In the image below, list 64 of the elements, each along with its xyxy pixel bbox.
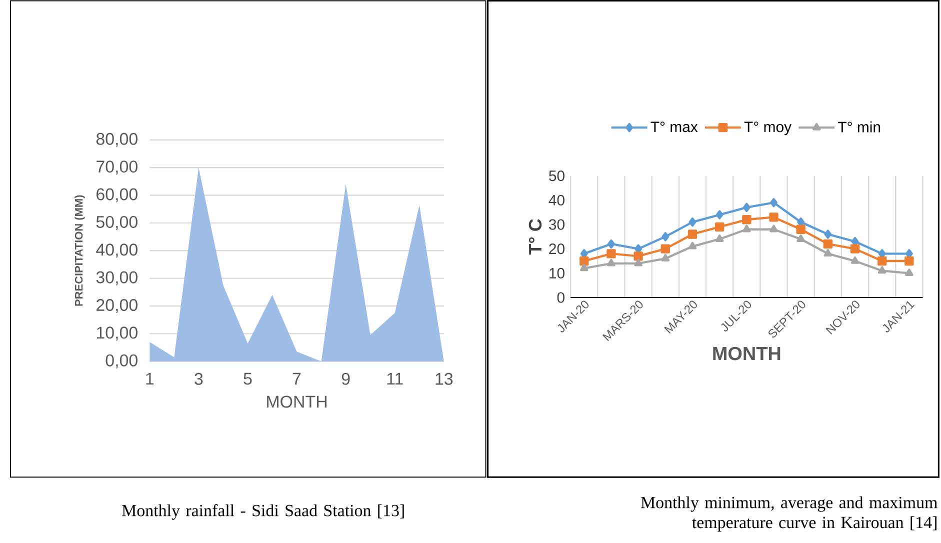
x-axis-title: MONTH — [713, 346, 780, 360]
point — [878, 266, 886, 274]
y-tick-label: 0,00 — [106, 354, 138, 368]
point — [607, 258, 616, 266]
point — [580, 264, 588, 272]
point — [688, 218, 696, 227]
x-axis-title: MONTH — [267, 396, 326, 408]
point — [850, 244, 860, 254]
y-tick-label: 0 — [557, 292, 564, 303]
point — [688, 230, 698, 239]
point — [688, 242, 697, 250]
text: Monthly rainfall - Sidi Saad Station [13] — [122, 504, 404, 520]
x-tick-label: 9 — [342, 372, 350, 385]
y-tick-label: 50,00 — [96, 216, 138, 230]
point — [608, 239, 615, 249]
text: Monthly minimum, average and maximum temperature curve in Kairouan [14] — [640, 496, 938, 532]
point — [823, 239, 833, 249]
point — [715, 234, 724, 242]
y-axis-title: T° C — [528, 219, 542, 255]
y-tick-label: 30,00 — [96, 271, 138, 286]
point — [904, 256, 914, 266]
y-tick-label: 20,00 — [96, 299, 138, 314]
point — [796, 224, 806, 234]
y-tick-label: 60,00 — [96, 188, 138, 202]
y-tick-label: 40,00 — [96, 244, 138, 258]
point — [769, 212, 778, 222]
x-tick-label: 5 — [244, 372, 252, 385]
point — [742, 215, 752, 224]
y-tick-label: 20 — [549, 244, 564, 254]
point — [662, 232, 670, 242]
point — [850, 256, 860, 264]
point — [770, 224, 778, 232]
y-tick-label: 10,00 — [96, 326, 138, 341]
legend-label: T° moy — [744, 122, 792, 136]
point — [660, 244, 670, 254]
point — [580, 256, 589, 266]
point — [716, 210, 724, 220]
point — [742, 202, 750, 212]
x-tick-label: 7 — [292, 372, 301, 385]
point — [742, 224, 751, 232]
x-tick-label: 13 — [436, 372, 453, 385]
y-tick-label: 40 — [548, 194, 564, 206]
y-tick-label: 70,00 — [96, 160, 138, 175]
legend-label: T° min — [838, 121, 880, 132]
x-tick-label: 1 — [146, 372, 154, 385]
point — [878, 256, 887, 266]
point — [824, 230, 832, 239]
point — [606, 249, 616, 258]
y-tick-label: 50 — [549, 170, 564, 182]
point — [770, 198, 778, 208]
point — [634, 258, 642, 266]
point — [714, 222, 724, 232]
point — [796, 234, 805, 242]
y-axis-title: PRECIPITATION (MM) — [74, 195, 85, 306]
y-tick-label: 30 — [548, 219, 564, 230]
point — [634, 252, 643, 261]
point — [905, 268, 914, 276]
point — [824, 249, 832, 257]
x-tick-label: 3 — [194, 372, 203, 385]
point — [661, 254, 670, 262]
y-tick-label: 10 — [550, 268, 564, 279]
x-tick-label: 11 — [387, 372, 403, 385]
y-tick-label: 80,00 — [96, 132, 138, 147]
legend-label: T° max — [650, 122, 698, 132]
